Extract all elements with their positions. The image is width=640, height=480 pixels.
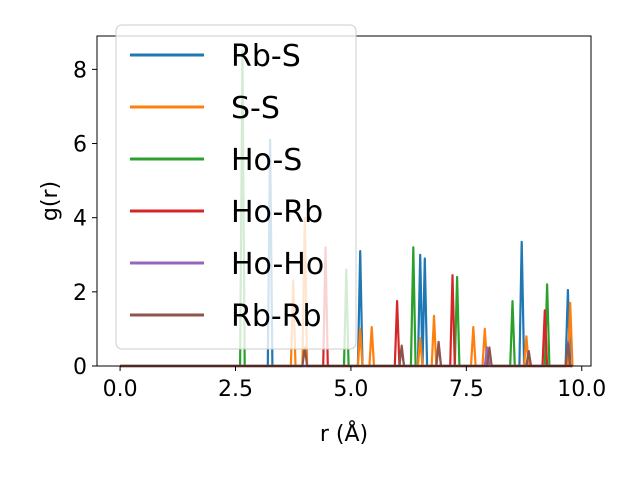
y-tick-label: 2 [73, 281, 87, 306]
x-axis-title: r (Å) [320, 420, 368, 447]
legend-label: Ho-Ho [231, 247, 324, 282]
legend-label: Ho-Rb [231, 195, 323, 230]
y-tick-label: 4 [73, 207, 87, 232]
x-tick-label: 7.5 [449, 377, 484, 402]
y-tick-label: 8 [73, 58, 87, 83]
legend-label: Rb-Rb [231, 299, 322, 334]
x-tick-label: 2.5 [218, 377, 253, 402]
x-tick-label: 10.0 [557, 377, 606, 402]
legend-label: Ho-S [231, 143, 302, 178]
y-tick-label: 0 [73, 355, 87, 380]
legend-label: S-S [231, 91, 280, 126]
legend-label: Rb-S [231, 39, 301, 74]
x-tick-label: 5.0 [333, 377, 368, 402]
x-tick-label: 0.0 [103, 377, 138, 402]
legend: Rb-S S-S Ho-S Ho-Rb Ho-Ho Rb-Rb [115, 24, 357, 350]
axes-layer: 0.0 2.5 5.0 7.5 10.0 0 2 4 6 8 [73, 58, 606, 402]
y-tick-label: 6 [73, 133, 87, 158]
y-axis-title: g(r) [38, 181, 63, 221]
